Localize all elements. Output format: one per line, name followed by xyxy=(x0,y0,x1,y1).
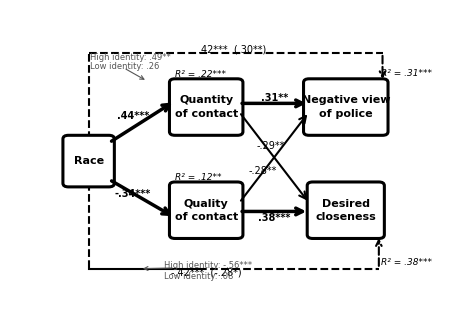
Text: -.42***  (-.28*): -.42*** (-.28*) xyxy=(171,267,241,277)
Text: .42***  (.30**): .42*** (.30**) xyxy=(198,44,266,54)
Text: High identity: .49**: High identity: .49** xyxy=(91,53,171,62)
FancyBboxPatch shape xyxy=(307,182,384,239)
Text: R² = .31***: R² = .31*** xyxy=(381,69,432,78)
FancyBboxPatch shape xyxy=(169,182,243,239)
Text: -.29**: -.29** xyxy=(256,141,285,151)
Text: Race: Race xyxy=(73,156,104,166)
Text: Low identity: .26: Low identity: .26 xyxy=(91,63,160,71)
Text: R² = .22***: R² = .22*** xyxy=(175,70,226,79)
Text: Desired
closeness: Desired closeness xyxy=(315,199,376,222)
Text: .38***: .38*** xyxy=(258,212,291,223)
Text: -.28**: -.28** xyxy=(249,166,277,176)
Text: Quantity
of contact: Quantity of contact xyxy=(174,95,238,119)
FancyBboxPatch shape xyxy=(169,79,243,135)
Text: Negative view
of police: Negative view of police xyxy=(301,95,390,119)
Text: R² = .38***: R² = .38*** xyxy=(381,258,432,267)
Text: Low identity: .08: Low identity: .08 xyxy=(164,272,233,281)
Text: High identity: -.56***: High identity: -.56*** xyxy=(164,261,252,271)
Text: Quality
of contact: Quality of contact xyxy=(174,199,238,222)
Text: .31**: .31** xyxy=(261,93,288,103)
FancyBboxPatch shape xyxy=(63,135,114,187)
Text: R² = .12**: R² = .12** xyxy=(175,173,221,182)
Text: .44***: .44*** xyxy=(117,111,149,121)
FancyBboxPatch shape xyxy=(303,79,388,135)
Text: -.34***: -.34*** xyxy=(115,189,151,199)
